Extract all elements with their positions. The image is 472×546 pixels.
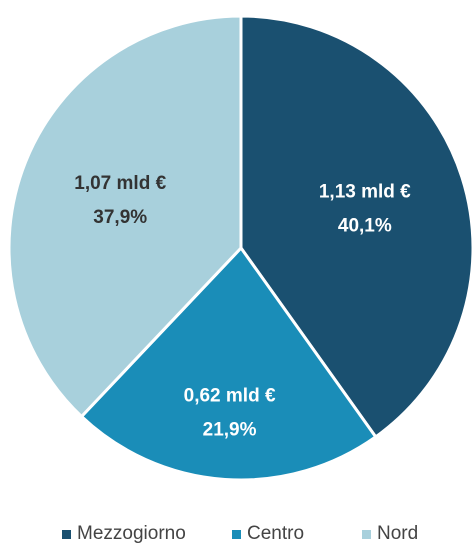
amount-label: 0,62 mld € — [184, 386, 276, 407]
legend-label: Centro — [247, 523, 304, 544]
pie-slice — [79, 245, 378, 482]
amount-label: 1,07 mld € — [74, 173, 166, 194]
legend-swatch — [232, 530, 241, 539]
percent-label: 37,9% — [93, 207, 147, 228]
legend-swatch — [362, 530, 371, 539]
percent-label: 40,1% — [338, 215, 392, 236]
pie-slice — [7, 14, 243, 419]
pie-slice — [239, 14, 472, 439]
amount-label: 1,13 mld € — [319, 181, 411, 202]
legend-swatch — [62, 530, 71, 539]
percent-label: 21,9% — [203, 420, 257, 441]
legend-label: Nord — [377, 523, 418, 544]
legend-label: Mezzogiorno — [77, 523, 186, 544]
